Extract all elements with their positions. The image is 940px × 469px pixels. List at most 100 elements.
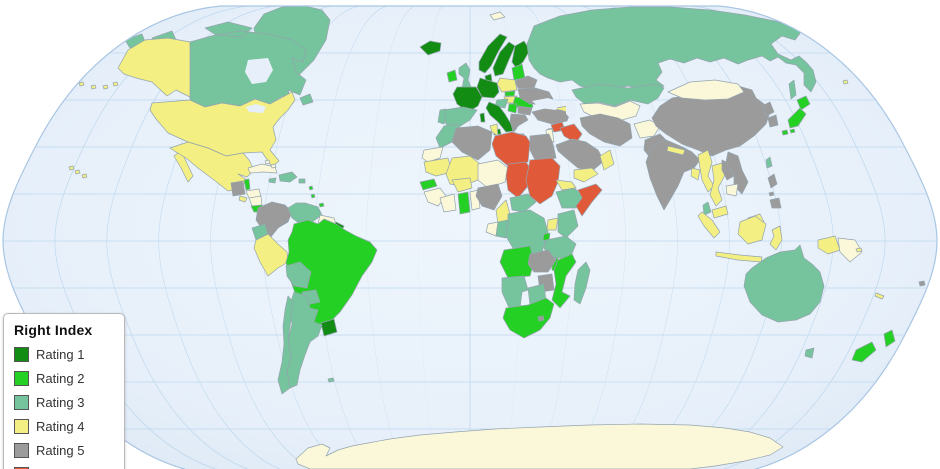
region-bulgaria[interactable] [517, 105, 533, 116]
legend-swatch-rating-2 [14, 371, 29, 386]
region-lesotho[interactable] [537, 315, 545, 322]
region-japan[interactable] [781, 95, 811, 136]
region-ghana[interactable] [457, 191, 471, 215]
region-iraq[interactable] [559, 123, 583, 144]
inland-water [245, 58, 578, 120]
legend-label: Rating 1 [36, 347, 85, 362]
region-south-korea[interactable] [767, 114, 779, 128]
region-jamaica[interactable] [268, 177, 277, 184]
region-iran[interactable] [579, 113, 633, 147]
region-niger[interactable] [477, 159, 509, 189]
region-trinidad[interactable] [318, 202, 325, 208]
region-cambodia[interactable] [725, 183, 739, 197]
legend-swatch-rating-4 [14, 419, 29, 434]
region-sweden[interactable] [492, 41, 516, 77]
region-bahamas[interactable] [264, 159, 277, 169]
region-north-korea[interactable] [761, 101, 775, 117]
region-saudi-arabia[interactable] [555, 138, 605, 172]
region-slovakia[interactable] [504, 90, 516, 97]
region-somalia[interactable] [575, 183, 603, 217]
region-kenya[interactable] [557, 209, 579, 239]
region-png[interactable] [837, 237, 863, 263]
region-portugal[interactable] [437, 108, 447, 125]
great-lakes [246, 104, 266, 113]
region-namibia[interactable] [501, 275, 529, 311]
region-nigeria[interactable] [475, 183, 503, 211]
region-angola[interactable] [499, 245, 535, 279]
region-norway[interactable] [478, 33, 508, 74]
region-ireland[interactable] [446, 69, 458, 83]
region-bangladesh[interactable] [690, 167, 701, 181]
region-uganda[interactable] [546, 217, 559, 231]
region-nepal[interactable] [666, 145, 686, 156]
region-chad[interactable] [505, 161, 531, 199]
region-oman[interactable] [599, 149, 615, 171]
region-algeria[interactable] [451, 125, 493, 161]
region-solomon[interactable] [855, 247, 863, 253]
legend-swatch-rating-3 [14, 395, 29, 410]
region-cuba[interactable] [247, 163, 278, 174]
region-iceland[interactable] [419, 40, 442, 56]
region-venezuela[interactable] [287, 202, 323, 225]
region-guatemala[interactable] [230, 180, 246, 197]
region-new-caledonia[interactable] [874, 292, 885, 300]
region-india[interactable] [645, 139, 701, 211]
region-chile[interactable] [277, 295, 294, 395]
region-madagascar[interactable] [573, 261, 591, 305]
region-mauritania[interactable] [423, 157, 453, 177]
region-pacific-island[interactable] [842, 79, 849, 85]
region-taiwan[interactable] [765, 156, 773, 169]
region-hispaniola[interactable] [278, 171, 298, 183]
legend-item: Rating 4 [14, 419, 118, 434]
region-new-zealand[interactable] [851, 329, 896, 363]
region-aleutians[interactable] [78, 81, 119, 90]
region-germany[interactable] [476, 77, 500, 99]
caspian-sea [566, 100, 578, 120]
region-belarus[interactable] [514, 75, 538, 89]
region-yemen[interactable] [573, 167, 599, 183]
region-svalbard[interactable] [489, 11, 506, 21]
region-car[interactable] [509, 193, 537, 213]
region-mongolia[interactable] [667, 79, 745, 101]
region-mozambique[interactable] [551, 253, 577, 309]
region-uruguay[interactable] [320, 318, 338, 337]
region-puerto-rico[interactable] [298, 178, 306, 184]
region-el-salvador[interactable] [238, 195, 248, 203]
legend-label: Above 5 [36, 467, 84, 469]
legend-swatch-rating-5 [14, 443, 29, 458]
region-philippines[interactable] [767, 173, 782, 209]
region-sudan[interactable] [525, 157, 561, 205]
region-sri-lanka[interactable] [702, 201, 712, 216]
region-hawaii[interactable] [68, 165, 88, 179]
region-senegal[interactable] [419, 178, 438, 191]
region-belize[interactable] [243, 178, 251, 191]
region-kazakhstan[interactable] [571, 83, 665, 107]
region-fiji[interactable] [918, 280, 926, 287]
region-bolivia[interactable] [285, 261, 312, 289]
region-alaska[interactable] [117, 37, 191, 98]
region-libya[interactable] [491, 131, 531, 167]
region-eritrea[interactable] [555, 179, 577, 191]
region-poland[interactable] [496, 77, 518, 93]
legend-item: Above 5 [14, 467, 118, 469]
region-russia[interactable] [526, 6, 817, 100]
region-ivory-coast[interactable] [439, 193, 457, 213]
region-south-africa[interactable] [502, 297, 555, 339]
legend-item: Rating 5 [14, 443, 118, 458]
legend-swatch-above-5 [14, 467, 29, 469]
region-mexico[interactable] [169, 141, 255, 192]
region-falklands[interactable] [327, 377, 335, 383]
region-peru[interactable] [253, 233, 289, 277]
region-antarctica[interactable] [295, 423, 784, 469]
region-serbia[interactable] [507, 103, 518, 114]
region-burkina[interactable] [451, 177, 473, 193]
region-vietnam[interactable] [725, 151, 749, 195]
region-afghanistan[interactable] [633, 119, 661, 139]
region-zambia[interactable] [527, 249, 557, 273]
region-congo[interactable] [495, 219, 509, 239]
region-egypt[interactable] [529, 133, 557, 163]
region-lesser-antilles[interactable] [308, 185, 316, 199]
region-australia[interactable] [743, 244, 825, 359]
